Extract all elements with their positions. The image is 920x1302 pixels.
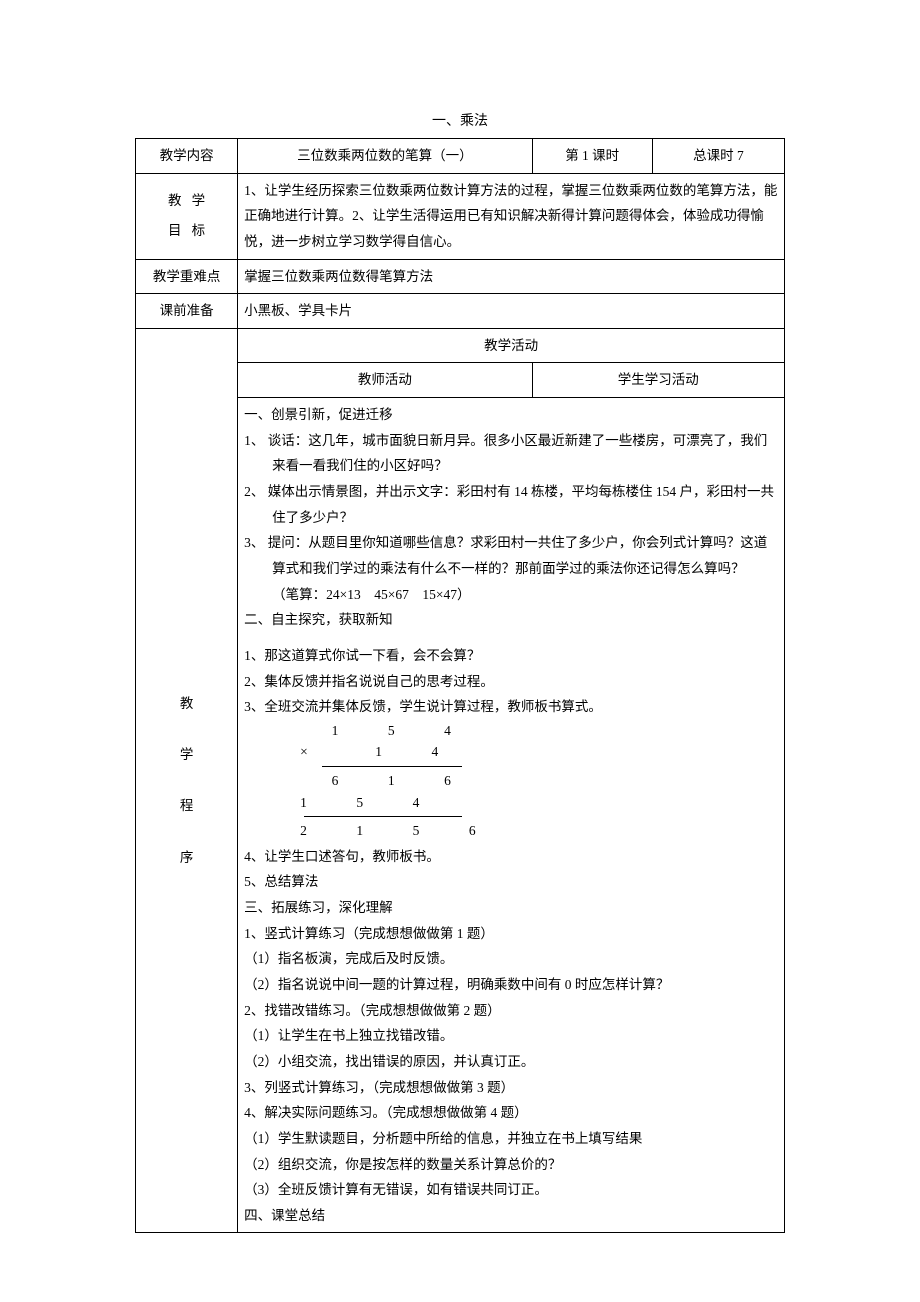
s3-title: 三、拓展练习，深化理解: [244, 895, 778, 921]
mult-r2: × 1 4: [300, 741, 494, 763]
s1-2: 2、 媒体出示情景图，并出示文字：彩田村有 14 栋楼，平均每栋楼住 154 户…: [244, 479, 778, 530]
label-keypoint: 教学重难点: [136, 259, 238, 294]
cell-prep: 小黑板、学具卡片: [238, 294, 785, 329]
label-content: 教学内容: [136, 139, 238, 174]
s2-2: 2、集体反馈并指名说说自己的思考过程。: [244, 669, 778, 695]
s1-3: 3、 提问：从题目里你知道哪些信息？求彩田村一共住了多少户，你会列式计算吗？这道…: [244, 530, 778, 581]
mult-r4: 1 5 4: [300, 792, 494, 814]
label-objective: 教 学目 标: [136, 173, 238, 259]
s3-1a: （1）指名板演，完成后及时反馈。: [244, 946, 778, 972]
s3-3: 3、列竖式计算练习，（完成想想做做第 3 题）: [244, 1075, 778, 1101]
s3-2b: （2）小组交流，找出错误的原因，并认真订正。: [244, 1049, 778, 1075]
mult-r1: 1 5 4: [300, 720, 494, 742]
s2-5: 5、总结算法: [244, 869, 778, 895]
cell-student-col: 学生学习活动: [532, 363, 784, 398]
mult-rule-2: [304, 816, 462, 817]
s3-4: 4、解决实际问题练习。（完成想想做做第 4 题）: [244, 1100, 778, 1126]
s2-title: 二、自主探究，获取新知: [244, 607, 778, 633]
label-prep: 课前准备: [136, 294, 238, 329]
s3-1: 1、竖式计算练习（完成想想做做第 1 题）: [244, 921, 778, 947]
s3-4c: （3）全班反馈计算有无错误，如有错误共同订正。: [244, 1177, 778, 1203]
row-content: 教学内容 三位数乘两位数的笔算（一） 第 1 课时 总课时 7: [136, 139, 785, 174]
s1-title: 一、创景引新，促进迁移: [244, 402, 778, 428]
s3-1b: （2）指名说说中间一题的计算过程，明确乘数中间有 0 时应怎样计算？: [244, 972, 778, 998]
mult-rule-1: [322, 766, 462, 767]
s3-4b: （2）组织交流，你是按怎样的数量关系计算总价的？: [244, 1152, 778, 1178]
s3-2a: （1）让学生在书上独立找错改错。: [244, 1023, 778, 1049]
mult-r3: 6 1 6: [300, 770, 494, 792]
s3-2: 2、找错改错练习。（完成想想做做第 2 题）: [244, 998, 778, 1024]
s1-1: 1、 谈话：这几年，城市面貌日新月异。很多小区最近新建了一些楼房，可漂亮了，我们…: [244, 428, 778, 479]
cell-activity-header: 教学活动: [238, 328, 785, 363]
s3-4a: （1）学生默读题目，分析题中所给的信息，并独立在书上填写结果: [244, 1126, 778, 1152]
mult-r5: 2 1 5 6: [300, 820, 494, 842]
row-activity-header: 教学程序 教学活动: [136, 328, 785, 363]
row-prep: 课前准备 小黑板、学具卡片: [136, 294, 785, 329]
page-title: 一、乘法: [135, 110, 785, 130]
s4-title: 四、课堂总结: [244, 1203, 778, 1229]
s2-4: 4、让学生口述答句，教师板书。: [244, 844, 778, 870]
cell-objective: 1、让学生经历探索三位数乘两位数计算方法的过程，掌握三位数乘两位数的笔算方法，能…: [238, 173, 785, 259]
cell-total: 总课时 7: [652, 139, 784, 174]
cell-period: 第 1 课时: [532, 139, 652, 174]
row-keypoint: 教学重难点 掌握三位数乘两位数得笔算方法: [136, 259, 785, 294]
s2-1: 1、那这道算式你试一下看，会不会算？: [244, 643, 778, 669]
row-objective: 教 学目 标 1、让学生经历探索三位数乘两位数计算方法的过程，掌握三位数乘两位数…: [136, 173, 785, 259]
label-procedure: 教学程序: [136, 328, 238, 1233]
cell-body: 一、创景引新，促进迁移 1、 谈话：这几年，城市面貌日新月异。很多小区最近新建了…: [238, 398, 785, 1233]
cell-teacher-col: 教师活动: [238, 363, 532, 398]
s1-3b: （笔算：24×13 45×67 15×47）: [244, 582, 778, 608]
multiplication-work: 1 5 4 × 1 4 6 1 6 1 5 4 2 1 5 6: [300, 720, 494, 842]
cell-keypoint: 掌握三位数乘两位数得笔算方法: [238, 259, 785, 294]
cell-topic: 三位数乘两位数的笔算（一）: [238, 139, 532, 174]
s2-3: 3、全班交流并集体反馈，学生说计算过程，教师板书算式。: [244, 694, 778, 720]
lesson-plan-table: 教学内容 三位数乘两位数的笔算（一） 第 1 课时 总课时 7 教 学目 标 1…: [135, 138, 785, 1233]
